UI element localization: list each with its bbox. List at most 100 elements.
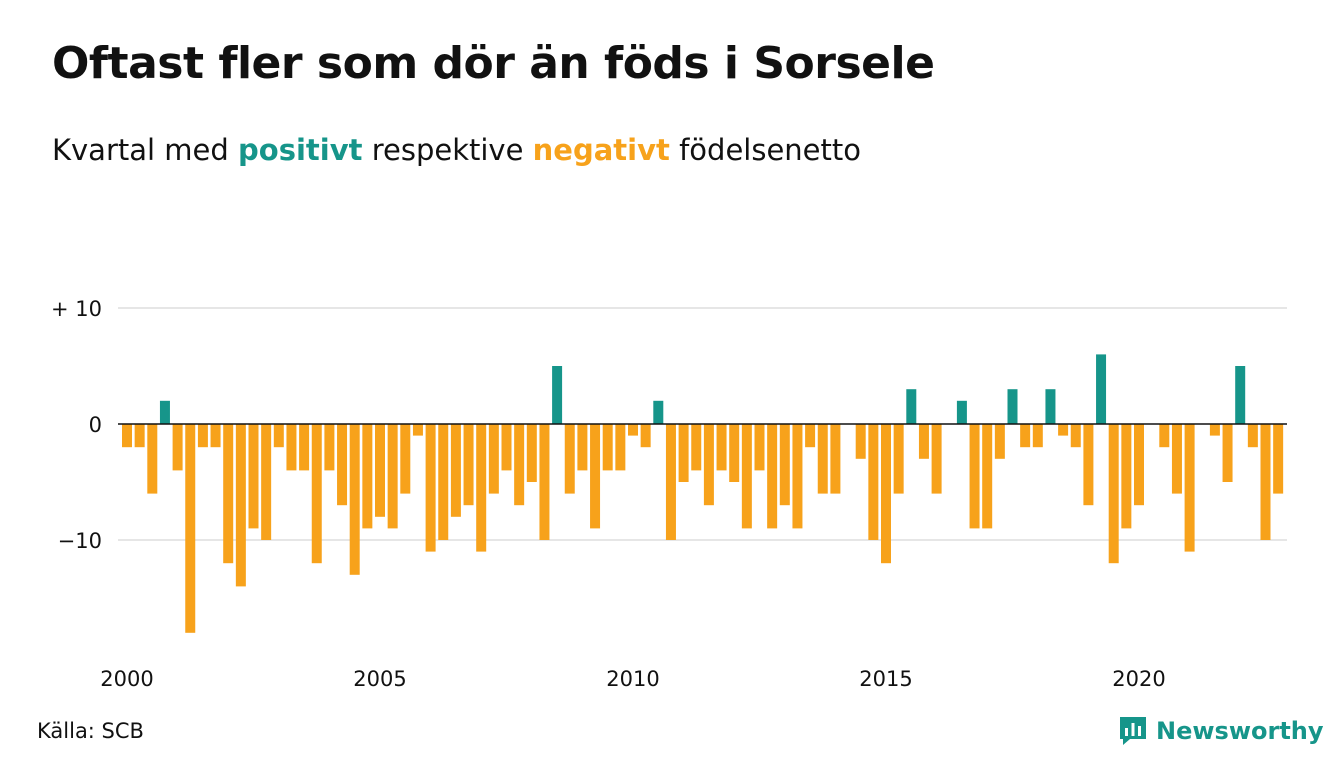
subtitle-part1: Kvartal med (52, 133, 239, 167)
bar (1058, 424, 1069, 436)
bar (159, 400, 170, 424)
x-tick-label: 2015 (859, 667, 912, 691)
bar (640, 424, 651, 448)
bar (1235, 366, 1246, 424)
bar (615, 424, 626, 471)
bar (1222, 424, 1233, 482)
bar (1159, 424, 1170, 448)
bar (324, 424, 335, 471)
bar (476, 424, 487, 552)
subtitle-part3: födelsenetto (669, 133, 861, 167)
bar (994, 424, 1005, 459)
bar (590, 424, 601, 529)
bar (564, 424, 575, 494)
bar (362, 424, 373, 529)
bar (185, 424, 196, 633)
bar (438, 424, 449, 540)
bar (729, 424, 740, 482)
x-tick-label: 2020 (1112, 667, 1165, 691)
bar (387, 424, 398, 529)
bar (1020, 424, 1031, 448)
positive-label: positivt (238, 133, 363, 167)
bar (375, 424, 385, 517)
bar (425, 424, 436, 552)
bar (969, 424, 980, 529)
bar (286, 424, 297, 471)
bar (1247, 424, 1258, 448)
bar (716, 424, 727, 471)
bar (273, 424, 284, 448)
bar (1121, 424, 1132, 529)
bar (514, 424, 525, 506)
bar (1108, 424, 1119, 564)
bar (134, 424, 145, 448)
bar (235, 424, 246, 587)
bar (337, 424, 348, 506)
bar (703, 424, 714, 506)
negative-label: negativt (532, 133, 670, 167)
bar (792, 424, 803, 529)
bar (931, 424, 942, 494)
x-tick-label: 2000 (100, 667, 153, 691)
bar (1171, 424, 1182, 494)
bar (577, 424, 588, 471)
brand-logo: Newsworthy (1118, 714, 1324, 748)
bar (1134, 424, 1144, 506)
x-tick-label: 2010 (606, 667, 659, 691)
source-note: Källa: SCB (37, 719, 144, 743)
bar (653, 400, 664, 424)
y-tick-label: 0 (89, 413, 102, 437)
chart-subtitle: Kvartal med positivt respektive negativt… (52, 133, 861, 167)
bar (628, 424, 638, 436)
bar (881, 424, 891, 564)
bar (665, 424, 676, 540)
y-tick-label: −10 (58, 529, 102, 553)
bar (412, 424, 423, 436)
bar (1045, 389, 1056, 424)
bar (982, 424, 993, 529)
bar (855, 424, 866, 459)
bar (741, 424, 752, 529)
bar (754, 424, 765, 471)
bar (197, 424, 208, 448)
chart-title: Oftast fler som dör än föds i Sorsele (52, 38, 935, 89)
bar (488, 424, 499, 494)
bar (463, 424, 474, 506)
bar (261, 424, 272, 540)
bar (1260, 424, 1271, 540)
newsworthy-logo-icon (1120, 717, 1146, 745)
bar (817, 424, 828, 494)
bar (779, 424, 790, 506)
bar (349, 424, 360, 575)
bar (767, 424, 778, 529)
bar (210, 424, 221, 448)
bar (691, 424, 702, 471)
bar (223, 424, 234, 564)
bar (147, 424, 158, 494)
bar (602, 424, 613, 471)
bar (501, 424, 512, 471)
bar (299, 424, 310, 471)
bar (830, 424, 841, 494)
bar (552, 366, 563, 424)
subtitle-part2: respektive (362, 133, 533, 167)
bar (1007, 389, 1018, 424)
bar (1273, 424, 1284, 494)
bar-chart: + 10 0 −10 2000 2005 2010 2015 2020 (51, 297, 1287, 691)
bar (400, 424, 411, 494)
y-tick-label: + 10 (51, 297, 102, 321)
bar (122, 424, 132, 448)
bar (918, 424, 929, 459)
bar (248, 424, 259, 529)
bar (868, 424, 879, 540)
bar (526, 424, 537, 482)
bar (539, 424, 550, 540)
bar (956, 400, 967, 424)
bar (172, 424, 183, 471)
bar (1032, 424, 1043, 448)
bar (1184, 424, 1195, 552)
brand-name: Newsworthy (1156, 717, 1324, 745)
bar (450, 424, 461, 517)
bar (678, 424, 689, 482)
bar (1209, 424, 1220, 436)
